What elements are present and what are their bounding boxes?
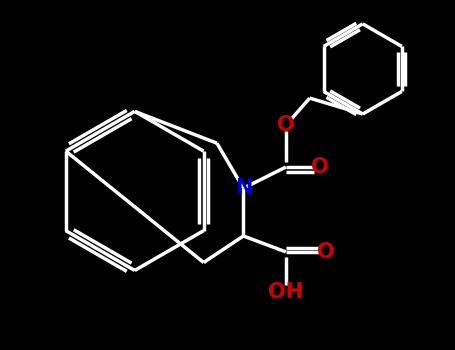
Text: O: O bbox=[277, 114, 295, 135]
Text: O: O bbox=[312, 157, 329, 177]
Text: OH: OH bbox=[268, 282, 303, 302]
Text: N: N bbox=[235, 178, 252, 198]
Text: O: O bbox=[317, 242, 334, 262]
